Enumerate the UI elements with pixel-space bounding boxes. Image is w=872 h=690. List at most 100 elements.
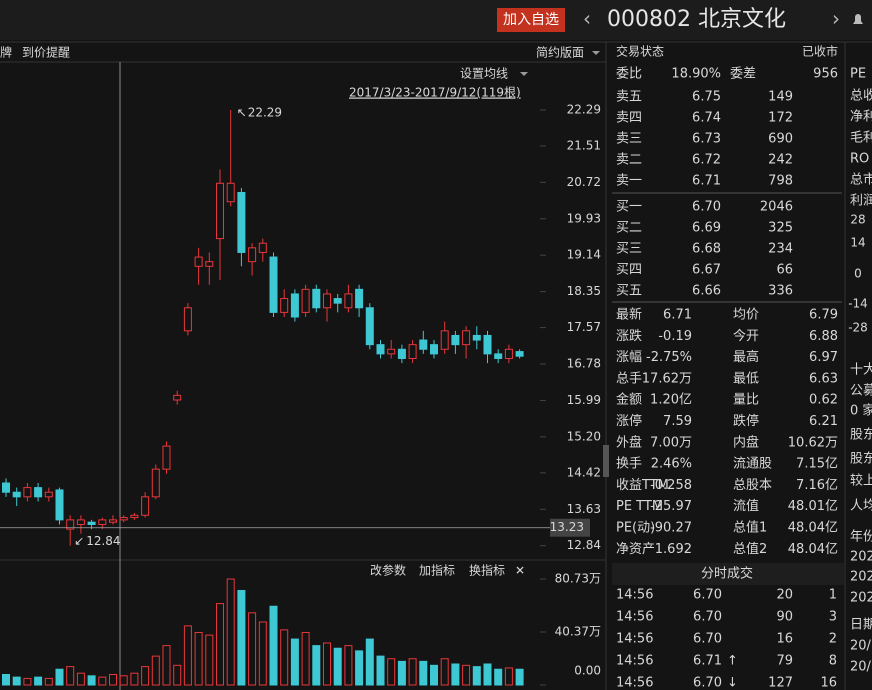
book-price: 6.74 — [692, 111, 721, 126]
volume-bar — [365, 638, 374, 686]
candle-body — [109, 519, 117, 523]
stat-value: 48.04亿 — [788, 521, 838, 536]
book-label: 卖二 — [616, 153, 642, 168]
tab[interactable]: 牌 — [0, 46, 12, 60]
book-label: 买四 — [616, 263, 642, 278]
high-arrow: ↖ — [237, 105, 247, 119]
stat-label: 总手 — [616, 371, 642, 386]
trade-arrow: ↑ — [727, 654, 738, 669]
high-label: 22.29 — [248, 105, 282, 119]
volume-bar — [397, 660, 406, 686]
stat-label: 流值 — [733, 498, 759, 514]
book-label: 卖四 — [616, 111, 642, 126]
status: 已收市 — [802, 44, 838, 59]
y-tick-label: 12.84 — [567, 538, 601, 552]
stat-label: 今开 — [733, 328, 759, 344]
side-label: 利润 — [850, 194, 872, 209]
prev-arrow[interactable]: ‹ — [583, 7, 591, 31]
stat-value: 7.59 — [663, 414, 692, 429]
book-volume: 336 — [768, 284, 793, 299]
dropdown — [592, 51, 600, 55]
stat-label: 总股本 — [733, 478, 772, 493]
stat-label: 涨停 — [616, 413, 642, 429]
candle-body — [269, 256, 278, 313]
candle-body — [141, 496, 150, 516]
ma-setting[interactable]: 设置均线 — [460, 67, 508, 81]
collapse-handle[interactable] — [603, 445, 609, 477]
side-label: 股东 — [850, 428, 872, 443]
layout-button[interactable]: 简约版面 — [536, 45, 584, 60]
candle-body — [34, 487, 43, 498]
volume-bar — [44, 677, 53, 686]
candle-body — [419, 339, 428, 350]
side-label: 202 — [850, 550, 872, 565]
book-label: 买二 — [616, 221, 642, 236]
next-arrow[interactable]: › — [832, 7, 840, 31]
volume-bar — [494, 668, 503, 686]
side-label: 净利 — [850, 110, 872, 125]
book-price: 6.68 — [692, 242, 721, 257]
volume-bar — [162, 645, 171, 686]
indicator-button[interactable]: 换指标 — [469, 563, 505, 578]
volume-bar — [109, 673, 117, 686]
candle-body — [205, 261, 214, 267]
side-label: 日期 — [850, 618, 872, 633]
candle-body — [440, 330, 449, 350]
trade-volume: 16 — [776, 632, 793, 647]
side-label: 202 — [850, 570, 872, 585]
stat-value: 1.692 — [655, 542, 692, 557]
date-range[interactable]: 2017/3/23-2017/9/12(119根) — [349, 86, 521, 100]
candle-body — [312, 288, 321, 309]
volume-bar — [483, 663, 492, 686]
book-label: 买一 — [616, 200, 642, 215]
add-button[interactable] — [497, 8, 565, 32]
y-tick-label: 20.72 — [567, 175, 601, 189]
stat-label: 量比 — [733, 393, 759, 408]
volume-bar — [23, 677, 32, 686]
candle-body — [483, 334, 492, 355]
cursor-label: 13.23 — [550, 520, 584, 534]
volume-bar — [504, 667, 513, 686]
candle-body — [290, 293, 299, 318]
volume-bar — [183, 625, 192, 686]
candle-body — [355, 288, 364, 309]
side-label: 20/ — [850, 639, 872, 654]
stock-code: 000802 — [607, 7, 691, 32]
trade-count: 8 — [829, 654, 837, 669]
close-button[interactable]: ✕ — [515, 564, 525, 578]
trade-time: 14:56 — [616, 588, 653, 603]
trade-time: 14:56 — [616, 632, 653, 647]
indicator-button[interactable]: 加指标 — [419, 563, 455, 578]
add-button-label[interactable]: 加入自选 — [503, 12, 559, 28]
book-volume: 172 — [768, 111, 793, 126]
volume-bar — [408, 658, 417, 686]
stat-label: 外盘 — [616, 434, 642, 450]
volume-tick-label: 40.37万 — [555, 625, 601, 639]
volume-bar — [76, 672, 85, 686]
book-volume: 234 — [768, 242, 793, 257]
candle-body — [258, 242, 267, 253]
book-price: 6.70 — [692, 200, 721, 215]
candle-body — [280, 298, 289, 313]
side-label: 14 — [850, 236, 865, 250]
candle-body — [151, 468, 160, 498]
trade-price: 6.70 — [693, 610, 722, 625]
diff-label: 委差 — [730, 67, 756, 82]
side-label: -14 — [848, 297, 868, 311]
y-tick-label: 13.63 — [567, 502, 601, 516]
volume-bar — [248, 612, 257, 686]
volume-bar — [130, 672, 139, 686]
tab[interactable]: 到价提醒 — [22, 45, 70, 60]
candle-body — [365, 307, 374, 346]
side-label: 十大 — [850, 363, 872, 378]
volume-bar — [55, 668, 64, 686]
stat-value: -25.97 — [650, 499, 692, 514]
stat-label: 换手 — [616, 457, 642, 472]
stat-value: 1.20亿 — [650, 393, 692, 408]
bell-icon[interactable] — [853, 14, 863, 24]
ratio-label: 委比 — [616, 67, 642, 82]
indicator-button[interactable]: 改参数 — [370, 563, 406, 578]
book-volume: 2046 — [760, 200, 793, 215]
candle-body — [98, 519, 107, 525]
